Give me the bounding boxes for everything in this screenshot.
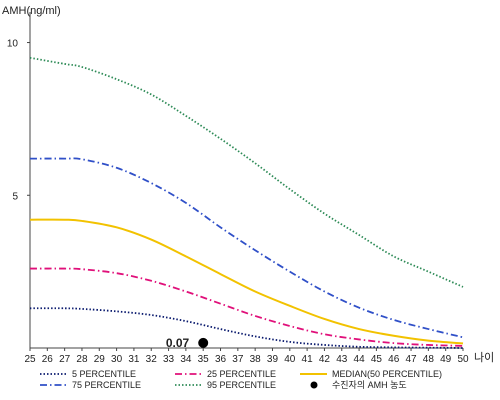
x-tick-label: 45	[371, 354, 383, 365]
patient-amh-value-label: 0.07	[166, 336, 190, 350]
x-tick-label: 31	[128, 354, 140, 365]
x-tick-label: 50	[457, 354, 469, 365]
x-tick-label: 27	[59, 354, 71, 365]
x-tick-label: 43	[336, 354, 348, 365]
x-tick-label: 46	[388, 354, 400, 365]
x-tick-label: 36	[215, 354, 227, 365]
y-tick-label: 5	[12, 191, 18, 202]
y-tick-label: 10	[7, 39, 19, 50]
axes: AMH(ng/ml) 나이 5 10 25 26 27 28 29 30 31 32 33 34 35 36 3…	[2, 5, 494, 365]
series-line-median-50-percentile-	[29, 218, 464, 345]
legend-label: MEDIAN(50 PERCENTILE)	[332, 369, 442, 379]
x-tick-label: 28	[76, 354, 88, 365]
y-axis-label: AMH(ng/ml)	[2, 5, 61, 17]
x-tick-label: 38	[250, 354, 262, 365]
x-tick-label: 48	[423, 354, 435, 365]
x-tick-label: 41	[302, 354, 314, 365]
x-tick-label: 44	[354, 354, 366, 365]
patient-amh-point	[198, 337, 209, 348]
x-tick-label: 35	[198, 354, 210, 365]
x-tick-label: 42	[319, 354, 331, 365]
legend-label: 95 PERCENTILE	[207, 380, 276, 390]
x-tick-label: 29	[94, 354, 106, 365]
legend: 5 PERCENTILE 25 PERCENTILE MEDIAN(50 PERCE…	[40, 369, 442, 390]
x-tick-label: 26	[42, 354, 54, 365]
x-tick-label: 40	[284, 354, 296, 365]
legend-label: 25 PERCENTILE	[207, 369, 276, 379]
series-layer	[29, 56, 464, 349]
x-tick-label: 25	[24, 354, 36, 365]
x-tick-label: 39	[267, 354, 279, 365]
series-line-5-percentile	[29, 307, 464, 349]
x-tick-label: 30	[111, 354, 123, 365]
x-axis-label: 나이	[474, 351, 494, 364]
x-tick-label: 34	[180, 354, 192, 365]
legend-label: 75 PERCENTILE	[72, 380, 141, 390]
legend-label: 5 PERCENTILE	[72, 369, 136, 379]
legend-marker	[310, 381, 318, 389]
series-line-25-percentile	[29, 267, 464, 347]
x-tick-label: 37	[232, 354, 244, 365]
x-tick-label: 47	[405, 354, 417, 365]
patient-marker-layer: 0.07	[166, 336, 209, 350]
series-line-95-percentile	[29, 56, 464, 288]
x-tick-label: 49	[440, 354, 452, 365]
series-line-75-percentile	[29, 157, 464, 339]
legend-label: 수진자의 AMH 농도	[332, 380, 407, 390]
x-tick-label: 33	[163, 354, 175, 365]
x-tick-label: 32	[146, 354, 158, 365]
